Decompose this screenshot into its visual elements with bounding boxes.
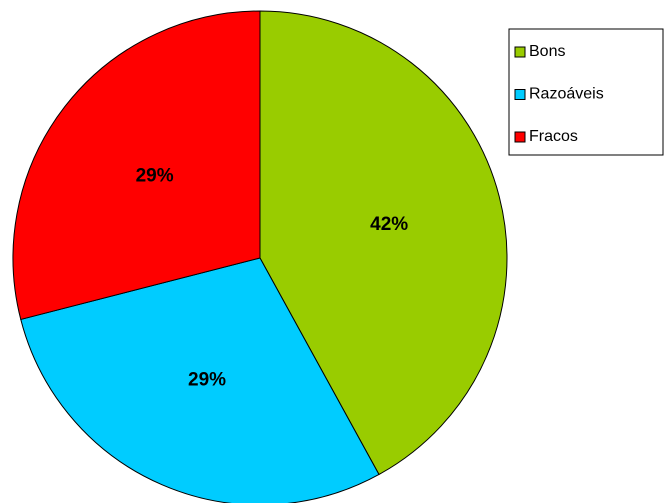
pie-slice — [12, 10, 261, 321]
value-label: 42% — [370, 214, 408, 235]
legend-swatch — [514, 46, 526, 58]
pie-slice — [20, 257, 380, 503]
value-label: 29% — [136, 165, 174, 186]
legend-label: Bons — [529, 43, 565, 60]
legend-label: Razoáveis — [529, 86, 604, 103]
value-label: 29% — [188, 369, 226, 390]
legend-box — [508, 28, 664, 156]
legend-label: Fracos — [529, 128, 578, 145]
legend-swatch — [514, 131, 526, 143]
pie-slice — [259, 10, 508, 476]
legend-swatch — [514, 89, 526, 100]
